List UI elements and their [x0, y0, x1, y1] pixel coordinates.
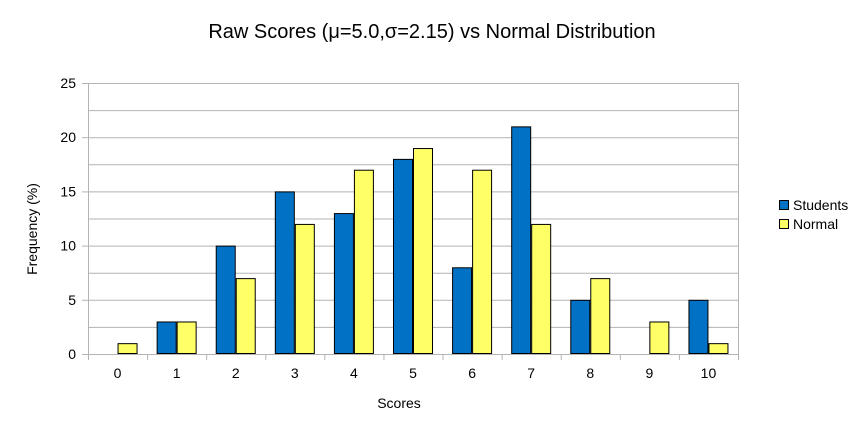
- bar-normal-9: [649, 321, 670, 355]
- bar-students-10: [688, 299, 709, 354]
- bar-students-1: [156, 321, 177, 355]
- y-tick-label: 15: [60, 183, 76, 199]
- x-tick-label: 8: [586, 365, 594, 381]
- x-tick-label: 6: [468, 365, 476, 381]
- bar-students-8: [570, 299, 591, 354]
- bar-students-3: [274, 191, 295, 354]
- bar-normal-10: [708, 343, 729, 355]
- x-tick-label: 10: [701, 365, 717, 381]
- x-tick-labels: 0 1 2 3 4 5 6 7 8 9 10: [114, 365, 717, 381]
- bar-students-2: [215, 245, 236, 355]
- x-axis-label: Scores: [377, 395, 421, 411]
- y-tick-label: 5: [68, 292, 76, 308]
- bar-normal-6: [472, 169, 493, 354]
- x-tick-label: 5: [409, 365, 417, 381]
- bar-normal-0: [117, 343, 138, 355]
- legend-label-students: Students: [793, 197, 848, 213]
- bar-students-5: [393, 158, 413, 354]
- bar-normal-5: [413, 148, 433, 354]
- bars: [117, 126, 729, 355]
- bar-normal-7: [531, 223, 552, 354]
- x-tick-label: 2: [232, 365, 240, 381]
- x-tick-label: 0: [114, 365, 122, 381]
- x-tick-label: 7: [527, 365, 535, 381]
- y-tick-label: 0: [68, 346, 76, 362]
- bar-normal-8: [590, 278, 611, 354]
- bar-normal-1: [176, 321, 197, 355]
- axes: [82, 83, 739, 360]
- x-tick-label: 4: [350, 365, 358, 381]
- y-axis-label: Frequency (%): [24, 183, 40, 275]
- y-tick-label: 20: [60, 129, 76, 145]
- legend-swatch-normal: [779, 219, 789, 229]
- y-tick-labels: 0 5 10 15 20 25: [60, 75, 76, 362]
- chart-title: Raw Scores (μ=5.0,σ=2.15) vs Normal Dist…: [208, 21, 655, 43]
- bar-normal-2: [235, 278, 256, 354]
- legend-label-normal: Normal: [793, 216, 838, 232]
- x-tick-label: 3: [291, 365, 299, 381]
- bar-normal-4: [353, 169, 374, 354]
- bar-students-4: [333, 213, 354, 354]
- bar-students-7: [511, 126, 532, 354]
- legend: Students Normal: [779, 197, 848, 232]
- x-tick-label: 1: [173, 365, 181, 381]
- legend-swatch-students: [779, 200, 789, 210]
- bar-students-6: [452, 267, 473, 354]
- bar-normal-3: [294, 223, 315, 354]
- x-tick-label: 9: [645, 365, 653, 381]
- y-tick-label: 25: [60, 75, 76, 91]
- y-tick-label: 10: [60, 238, 76, 254]
